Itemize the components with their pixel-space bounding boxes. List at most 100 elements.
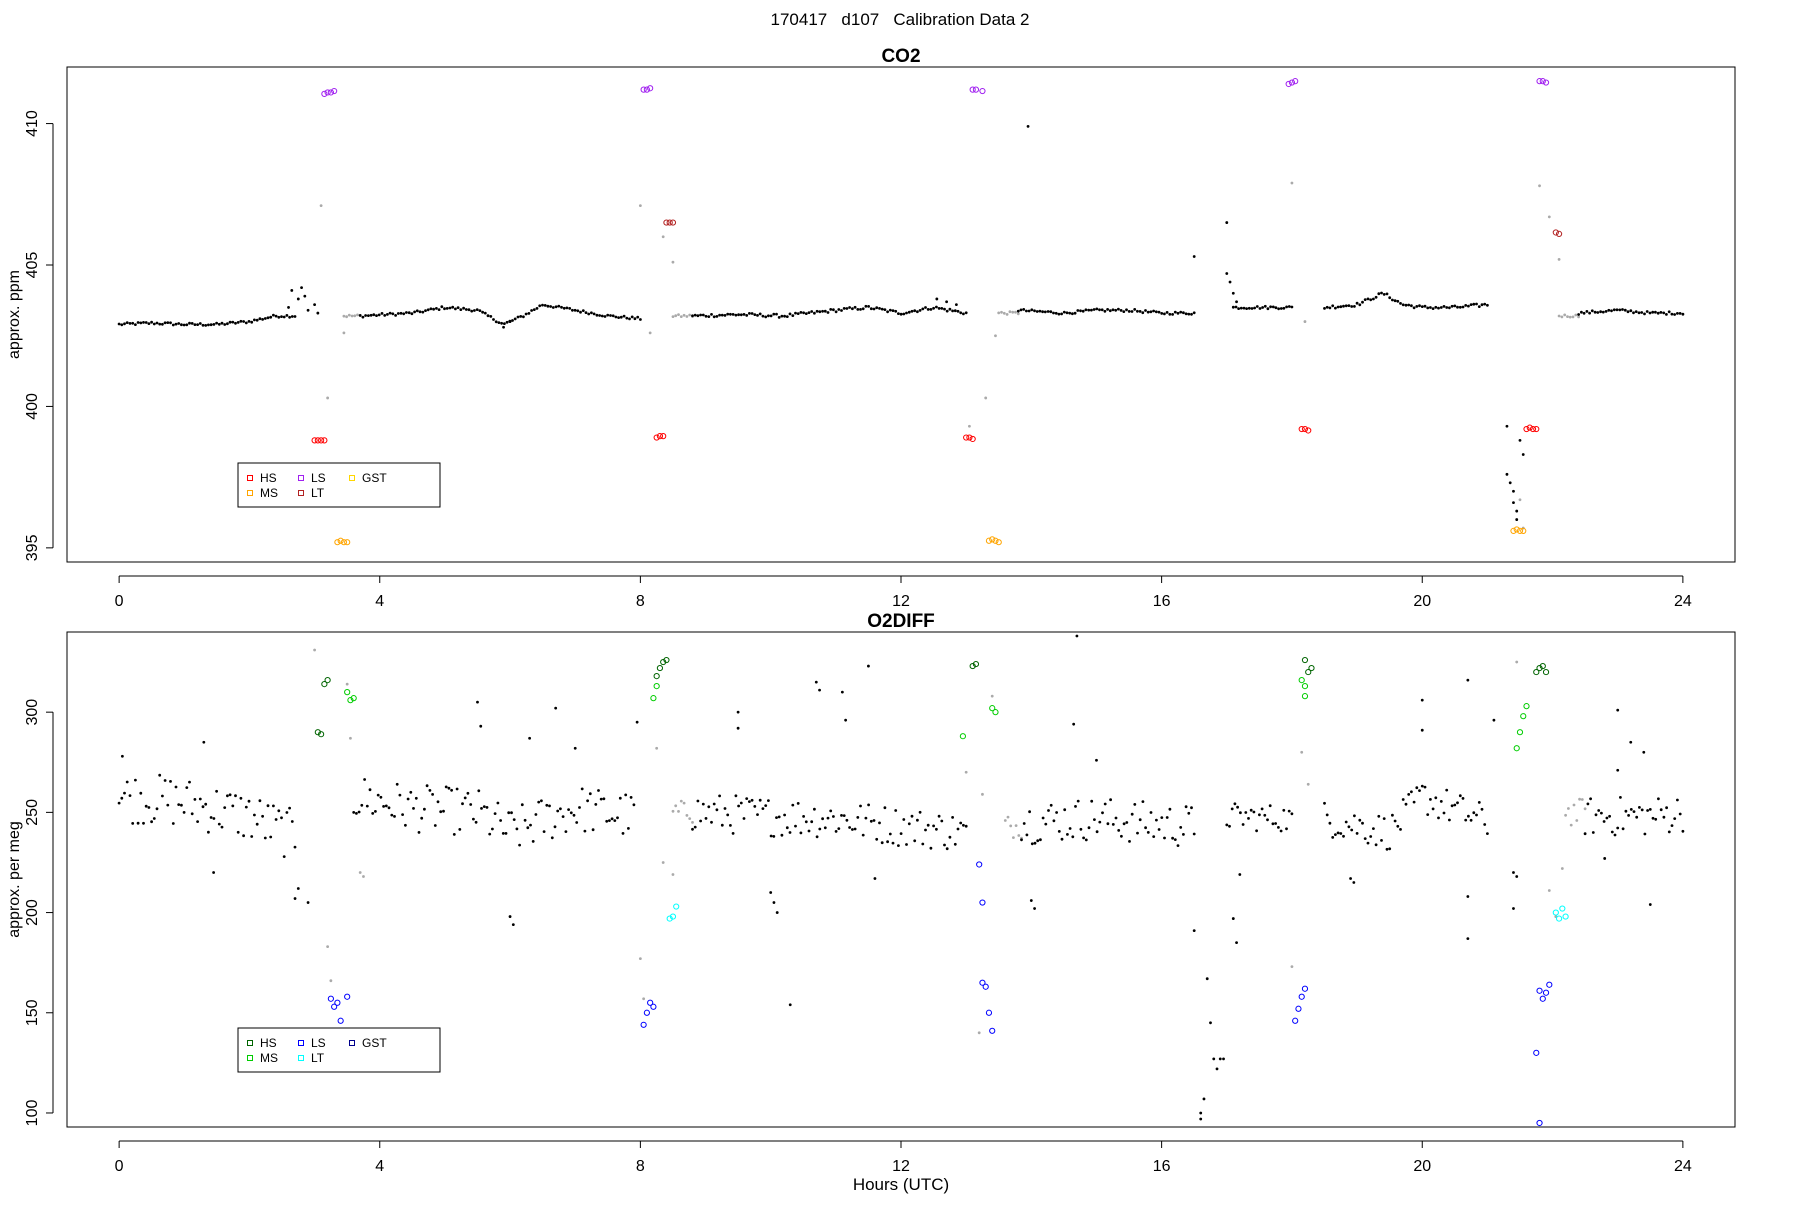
data-point [553, 825, 557, 829]
series-point [1533, 425, 1540, 433]
data-point [1249, 808, 1253, 812]
data-point [804, 312, 808, 315]
data-point [624, 793, 628, 797]
legend-marker [247, 1040, 253, 1046]
data-point [636, 315, 640, 319]
data-point [869, 307, 873, 311]
data-point [174, 785, 178, 789]
series-point [972, 86, 980, 93]
data-point [1152, 309, 1155, 313]
data-point [597, 789, 600, 792]
data-point [1445, 306, 1449, 309]
data-point [456, 306, 460, 309]
data-point [1274, 306, 1278, 310]
series-point [663, 656, 670, 664]
data-point [1049, 803, 1053, 807]
data-point [616, 816, 619, 820]
data-point [1182, 833, 1185, 836]
data-point [1458, 305, 1462, 309]
data-point [1187, 312, 1191, 316]
data-point [1656, 311, 1660, 315]
data-point [891, 309, 895, 312]
series-point [1546, 981, 1553, 988]
data-point [875, 837, 879, 841]
data-point [367, 314, 370, 317]
data-point [258, 317, 262, 321]
data-point [436, 800, 440, 804]
data-point [239, 796, 243, 800]
data-point [772, 312, 776, 316]
data-point [1426, 813, 1430, 816]
data-point [496, 801, 500, 805]
data-point [886, 840, 889, 844]
data-point [450, 788, 453, 792]
data-point [726, 813, 730, 817]
data-point [572, 813, 576, 817]
plot-frame [66, 66, 1736, 563]
data-point [1437, 816, 1440, 820]
data-point [542, 830, 546, 833]
data-point [1637, 311, 1641, 315]
data-point [932, 824, 935, 828]
data-point [984, 396, 988, 400]
data-point [1055, 811, 1058, 814]
data-point [142, 821, 145, 825]
series-point [340, 539, 348, 546]
data-point [990, 694, 994, 698]
data-point [1374, 843, 1378, 847]
data-point [117, 801, 121, 805]
data-point [1074, 805, 1077, 808]
data-point [696, 799, 700, 803]
data-point [1235, 300, 1238, 304]
data-point [761, 314, 765, 318]
data-point [1615, 308, 1619, 312]
data-point [1030, 842, 1034, 846]
series-point [656, 433, 664, 440]
data-point [1033, 841, 1037, 845]
data-point [1423, 304, 1427, 308]
data-point [1228, 824, 1231, 828]
data-point [829, 809, 833, 813]
data-point [723, 807, 727, 810]
data-point [1673, 817, 1677, 820]
data-point [1049, 310, 1053, 314]
data-point [1618, 308, 1622, 312]
data-point [845, 307, 849, 310]
data-point [201, 805, 205, 809]
data-point [872, 307, 876, 311]
data-point [212, 871, 216, 874]
data-point [867, 803, 870, 807]
data-point [1133, 308, 1137, 311]
data-point [428, 789, 432, 792]
data-point [1458, 794, 1462, 798]
data-point [1238, 873, 1242, 876]
series-point [1301, 985, 1309, 992]
data-point [1442, 305, 1446, 308]
legend-label: GST [362, 1036, 387, 1050]
data-point [924, 828, 927, 832]
data-point [300, 286, 303, 290]
data-point [469, 803, 473, 806]
data-point [1467, 304, 1470, 308]
data-point [688, 817, 692, 820]
data-point [1634, 310, 1638, 313]
data-point [707, 315, 711, 318]
data-point [1287, 305, 1291, 308]
y-tick-label: 250 [24, 799, 41, 826]
data-point [1011, 310, 1015, 314]
data-point [859, 804, 862, 808]
data-point [1670, 824, 1674, 827]
data-point [1008, 310, 1012, 314]
data-point [1087, 826, 1091, 830]
data-point [823, 309, 827, 313]
data-point [382, 805, 385, 808]
data-point [288, 806, 291, 810]
data-point [467, 308, 471, 312]
data-point [1645, 310, 1649, 313]
data-point [598, 314, 601, 317]
data-point [1290, 965, 1294, 969]
data-point [512, 818, 516, 821]
data-point [1586, 802, 1590, 806]
data-point [578, 806, 581, 809]
data-point [1388, 296, 1392, 300]
